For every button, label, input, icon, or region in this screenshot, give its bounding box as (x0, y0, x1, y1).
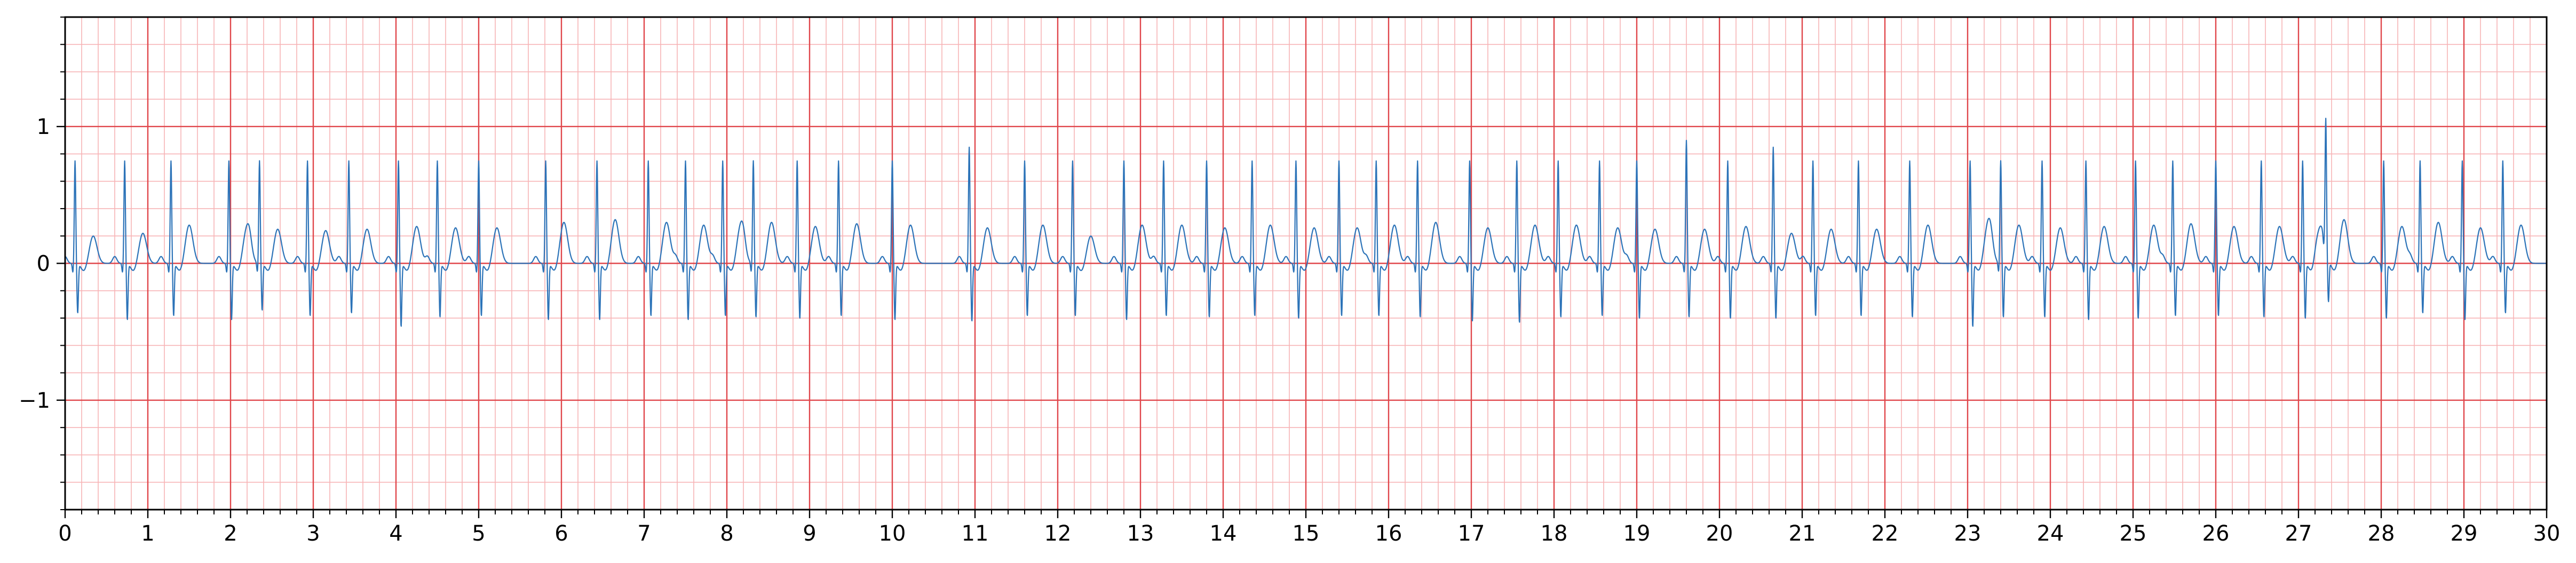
x-tick-label: 26 (2202, 521, 2230, 546)
x-tick-label: 11 (962, 521, 989, 546)
x-tick-label: 10 (879, 521, 906, 546)
x-tick-label: 8 (720, 521, 733, 546)
x-tick-label: 20 (1706, 521, 1733, 546)
x-tick-label: 5 (472, 521, 485, 546)
x-tick-label: 9 (803, 521, 816, 546)
ecg-trace (65, 117, 2547, 327)
x-tick-label: 27 (2285, 521, 2312, 546)
y-tick-label: 1 (37, 115, 50, 139)
x-tick-label: 1 (141, 521, 154, 546)
x-tick-label: 12 (1044, 521, 1072, 546)
x-tick-label: 18 (1541, 521, 1568, 546)
y-tick-label: −1 (19, 388, 50, 413)
y-axis: −1 0 1 (19, 17, 65, 510)
x-tick-label: 0 (58, 521, 72, 546)
x-tick-label: 21 (1789, 521, 1816, 546)
x-tick-label: 3 (306, 521, 320, 546)
x-tick-label: 28 (2368, 521, 2395, 546)
x-tick-label: 17 (1458, 521, 1485, 546)
x-tick-label: 30 (2533, 521, 2561, 546)
x-tick-label: 7 (637, 521, 651, 546)
x-tick-label: 13 (1127, 521, 1154, 546)
x-tick-label: 22 (1872, 521, 1899, 546)
x-tick-label: 2 (224, 521, 237, 546)
ecg-series-line (65, 117, 2547, 327)
x-tick-label: 25 (2120, 521, 2147, 546)
x-tick-label: 14 (1210, 521, 1237, 546)
x-tick-label: 23 (1954, 521, 1981, 546)
y-tick-label: 0 (37, 252, 50, 276)
x-axis: 0 1 2 3 4 5 6 7 8 9 10 11 12 13 14 15 16 17 18 19 20 21 22 23 24… (58, 510, 2560, 546)
x-tick-label: 6 (554, 521, 568, 546)
x-tick-label: 29 (2451, 521, 2478, 546)
x-tick-label: 15 (1293, 521, 1320, 546)
x-tick-label: 4 (389, 521, 402, 546)
x-tick-label: 16 (1375, 521, 1402, 546)
x-tick-label: 19 (1623, 521, 1651, 546)
x-tick-label: 24 (2037, 521, 2064, 546)
